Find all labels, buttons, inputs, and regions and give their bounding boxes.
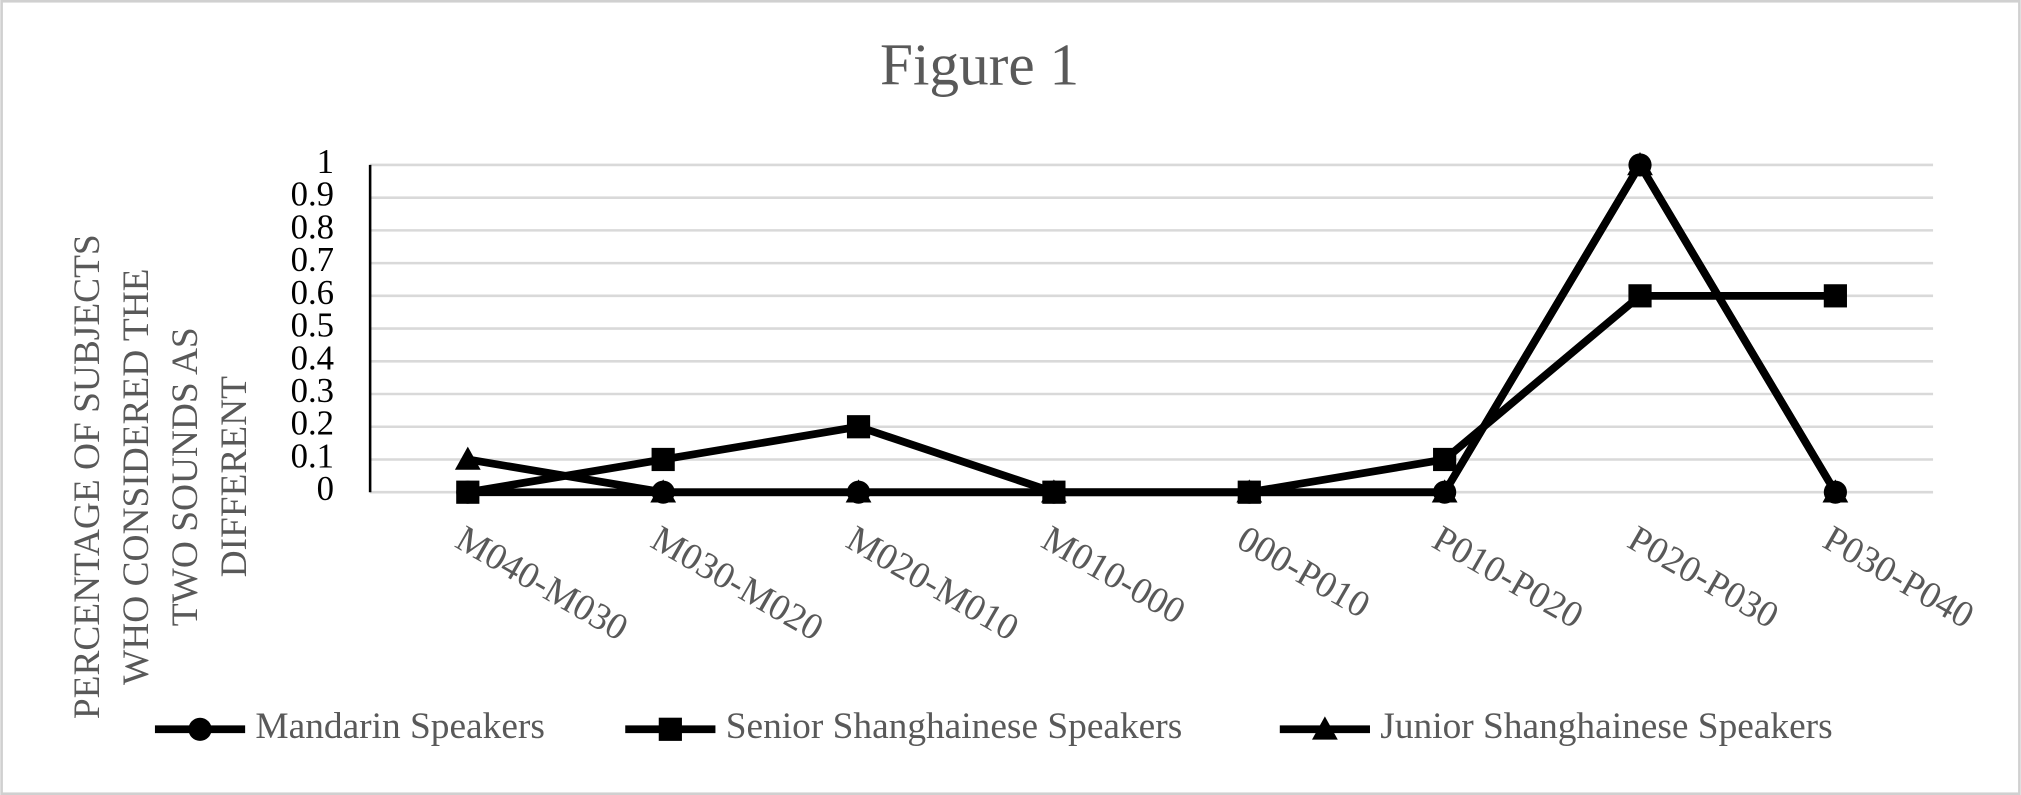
y-tick-label: 0.8 bbox=[291, 207, 334, 246]
data-point bbox=[651, 447, 675, 472]
y-tick-label: 0.3 bbox=[291, 371, 334, 410]
data-point bbox=[1823, 284, 1847, 308]
data-point bbox=[1822, 479, 1849, 503]
y-axis-label: WHO CONSIDERED THE bbox=[116, 269, 157, 685]
y-tick-label: 0.5 bbox=[291, 306, 334, 345]
chart-title: Figure 1 bbox=[880, 31, 1079, 97]
y-tick-label: 0.1 bbox=[291, 436, 334, 475]
y-tick-label: 0 bbox=[317, 469, 334, 508]
y-tick-label: 0.4 bbox=[291, 338, 334, 377]
series-line bbox=[467, 161, 1839, 497]
data-point bbox=[1236, 479, 1263, 503]
y-axis-label: DIFFERENT bbox=[214, 376, 255, 578]
data-point bbox=[845, 479, 872, 503]
y-axis-label: PERCENTAGE OF SUBJECTS bbox=[67, 234, 108, 719]
legend-marker bbox=[658, 717, 682, 741]
y-tick-label: 0.9 bbox=[291, 175, 334, 214]
data-point bbox=[1433, 447, 1457, 472]
legend-marker bbox=[1312, 716, 1338, 740]
y-tick-label: 0.7 bbox=[291, 240, 334, 279]
data-point bbox=[1041, 479, 1067, 503]
y-tick-label: 0.6 bbox=[291, 273, 334, 312]
data-point bbox=[456, 480, 480, 504]
y-tick-label: 1 bbox=[317, 142, 334, 181]
data-point bbox=[1628, 284, 1652, 308]
legend-marker bbox=[188, 717, 212, 741]
legend-label: Senior Shanghainese Speakers bbox=[726, 706, 1183, 747]
y-tick-label: 0.2 bbox=[291, 404, 334, 443]
data-point bbox=[650, 479, 677, 503]
legend-label: Junior Shanghainese Speakers bbox=[1380, 706, 1832, 747]
data-point bbox=[1627, 152, 1653, 176]
y-axis-label: TWO SOUNDS AS bbox=[165, 327, 206, 626]
data-point bbox=[1431, 479, 1458, 503]
data-point bbox=[454, 446, 481, 470]
data-point bbox=[846, 415, 871, 439]
legend-label: Mandarin Speakers bbox=[255, 706, 544, 747]
